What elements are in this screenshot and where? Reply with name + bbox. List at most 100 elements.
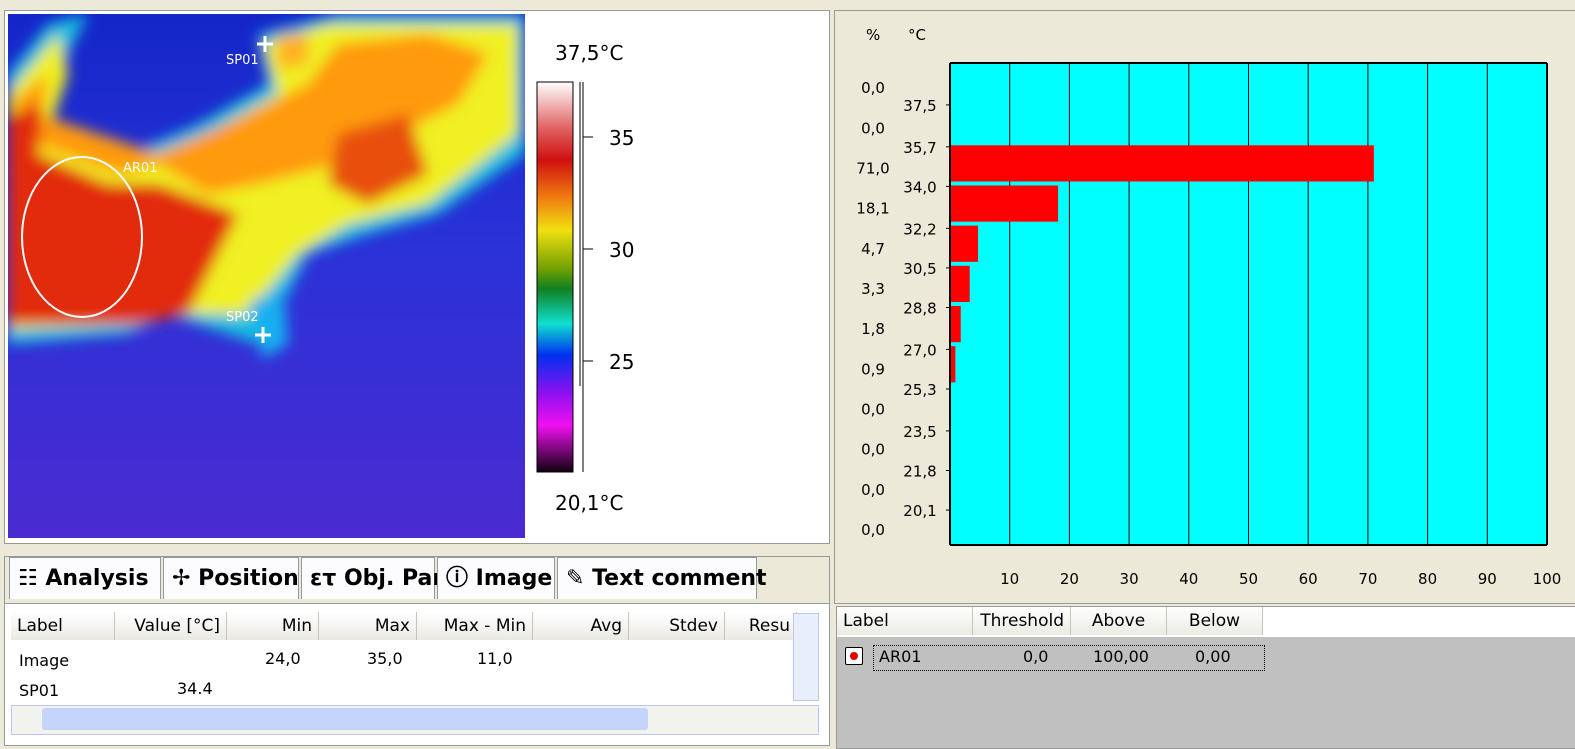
scroll-thumb[interactable] (42, 708, 648, 730)
value-label: 0,0 (861, 441, 885, 459)
x-tick-label: 50 (1239, 570, 1258, 588)
scale-max: 37,5°C (555, 41, 624, 65)
cell: 34.4 (177, 679, 213, 698)
tab-label: Analysis (45, 566, 149, 591)
column-header[interactable]: Resu (725, 612, 797, 640)
value-label: 0,0 (861, 521, 885, 539)
column-header[interactable]: Max (319, 612, 417, 640)
value-label: 4,7 (861, 240, 885, 258)
y-tick-label: 37,5 (903, 97, 936, 115)
x-tick-label: 100 (1533, 570, 1562, 588)
spot-label: SP02 (226, 310, 259, 325)
area-label: AR01 (123, 161, 157, 176)
tab[interactable]: ✎ Text comment (557, 557, 767, 599)
value-label: 0,0 (861, 79, 885, 97)
column-header[interactable]: Max - Min (417, 612, 533, 640)
threshold-panel: Label Threshold Above Below AR01 0,0 100… (836, 606, 1575, 749)
bar (950, 265, 970, 302)
analysis-panel: ☷ Analysis ✢ Position ετ Obj. Par ⓘ Imag… (4, 556, 830, 746)
row-icon-dot (850, 652, 858, 660)
scale-tick-label: 25 (609, 350, 634, 374)
column-header[interactable]: Label (837, 607, 973, 635)
cell: AR01 (879, 647, 922, 666)
value-label: 0,0 (861, 119, 885, 137)
scale-min: 20,1°C (555, 491, 624, 515)
value-label: 1,8 (861, 320, 885, 338)
x-tick-label: 10 (1000, 570, 1019, 588)
value-label: 3,3 (861, 280, 885, 298)
tab[interactable]: ☷ Analysis (9, 557, 161, 599)
x-tick-label: 30 (1120, 570, 1139, 588)
cell: 0,00 (1195, 647, 1231, 666)
y-tick-label: 25,3 (903, 381, 936, 399)
bar (950, 185, 1059, 222)
tab-label: Image (475, 566, 553, 591)
tab[interactable]: ⓘ Image (437, 557, 555, 599)
cell: 0,0 (1023, 647, 1049, 666)
vertical-scrollbar[interactable] (793, 613, 819, 701)
value-label: 71,0 (856, 159, 889, 177)
value-header: % (866, 26, 880, 44)
spot-marker (255, 327, 271, 343)
spot-label: SP01 (226, 53, 259, 68)
value-label: 18,1 (856, 200, 889, 218)
column-header[interactable]: Label (11, 612, 115, 640)
y-tick-label: 20,1 (903, 502, 936, 520)
x-tick-label: 20 (1060, 570, 1079, 588)
thermal-image: SP01 AR01 SP02 (8, 14, 525, 538)
scale-tick-label: 30 (609, 238, 634, 262)
y-tick-label: 35,7 (903, 139, 936, 157)
y-tick-label: 34,0 (903, 178, 936, 196)
column-header[interactable]: Avg (533, 612, 629, 640)
cell: SP01 (19, 681, 60, 700)
cell: Image (19, 651, 70, 670)
y-tick-label: 28,8 (903, 299, 936, 317)
value-label: 0,0 (861, 400, 885, 418)
bar (950, 145, 1374, 182)
table-header: Label Threshold Above Below (837, 607, 1575, 637)
x-tick-label: 40 (1179, 570, 1198, 588)
tab-label: Position (198, 566, 299, 591)
area-roi (21, 156, 143, 318)
column-header[interactable]: Below (1167, 607, 1263, 635)
row-icon[interactable] (845, 647, 863, 665)
y-tick-label: 23,5 (903, 423, 936, 441)
selected-row[interactable] (873, 645, 1265, 671)
tab[interactable]: ετ Obj. Par (301, 557, 443, 599)
horizontal-scrollbar[interactable] (11, 705, 819, 735)
y-tick-label: 32,2 (903, 220, 936, 238)
column-header[interactable]: Threshold (973, 607, 1071, 635)
column-header[interactable]: Value [°C] (115, 612, 227, 640)
cell: 35,0 (367, 649, 403, 668)
tab-strip: ☷ Analysis ✢ Position ετ Obj. Par ⓘ Imag… (5, 557, 829, 604)
cell: 11,0 (477, 649, 513, 668)
palette-bar (536, 81, 574, 473)
x-tick-label: 60 (1299, 570, 1318, 588)
x-tick-label: 70 (1358, 570, 1377, 588)
value-label: 0,0 (861, 481, 885, 499)
value-label: 0,9 (861, 360, 885, 378)
tab[interactable]: ✢ Position (163, 557, 299, 599)
y-tick-label: 30,5 (903, 260, 936, 278)
x-tick-label: 80 (1418, 570, 1437, 588)
column-header[interactable]: Min (227, 612, 319, 640)
y-axis-label: °C (908, 26, 926, 44)
column-header[interactable]: Stdev (629, 612, 725, 640)
cell: 24,0 (265, 649, 301, 668)
tab-label: Obj. Par (343, 566, 444, 591)
table-header: Label Value [°C] Min Max Max - Min Avg S… (11, 612, 797, 642)
bar (950, 306, 961, 343)
tab-label: Text comment (592, 566, 767, 591)
column-header[interactable]: Above (1071, 607, 1167, 635)
color-scale: 37,5°C 20,1°C 35 30 25 (536, 41, 634, 515)
histogram: % °C 10 20 30 40 50 60 70 80 90 100 37,5 35,7 34,0 32… (856, 26, 1562, 588)
y-tick-label: 21,8 (903, 462, 936, 480)
bar (950, 225, 979, 262)
spot-marker (257, 36, 273, 52)
x-tick-label: 90 (1478, 570, 1497, 588)
y-tick-label: 27,0 (903, 341, 936, 359)
scale-tick-label: 35 (609, 126, 634, 150)
cell: 100,00 (1093, 647, 1149, 666)
bar (950, 346, 956, 383)
